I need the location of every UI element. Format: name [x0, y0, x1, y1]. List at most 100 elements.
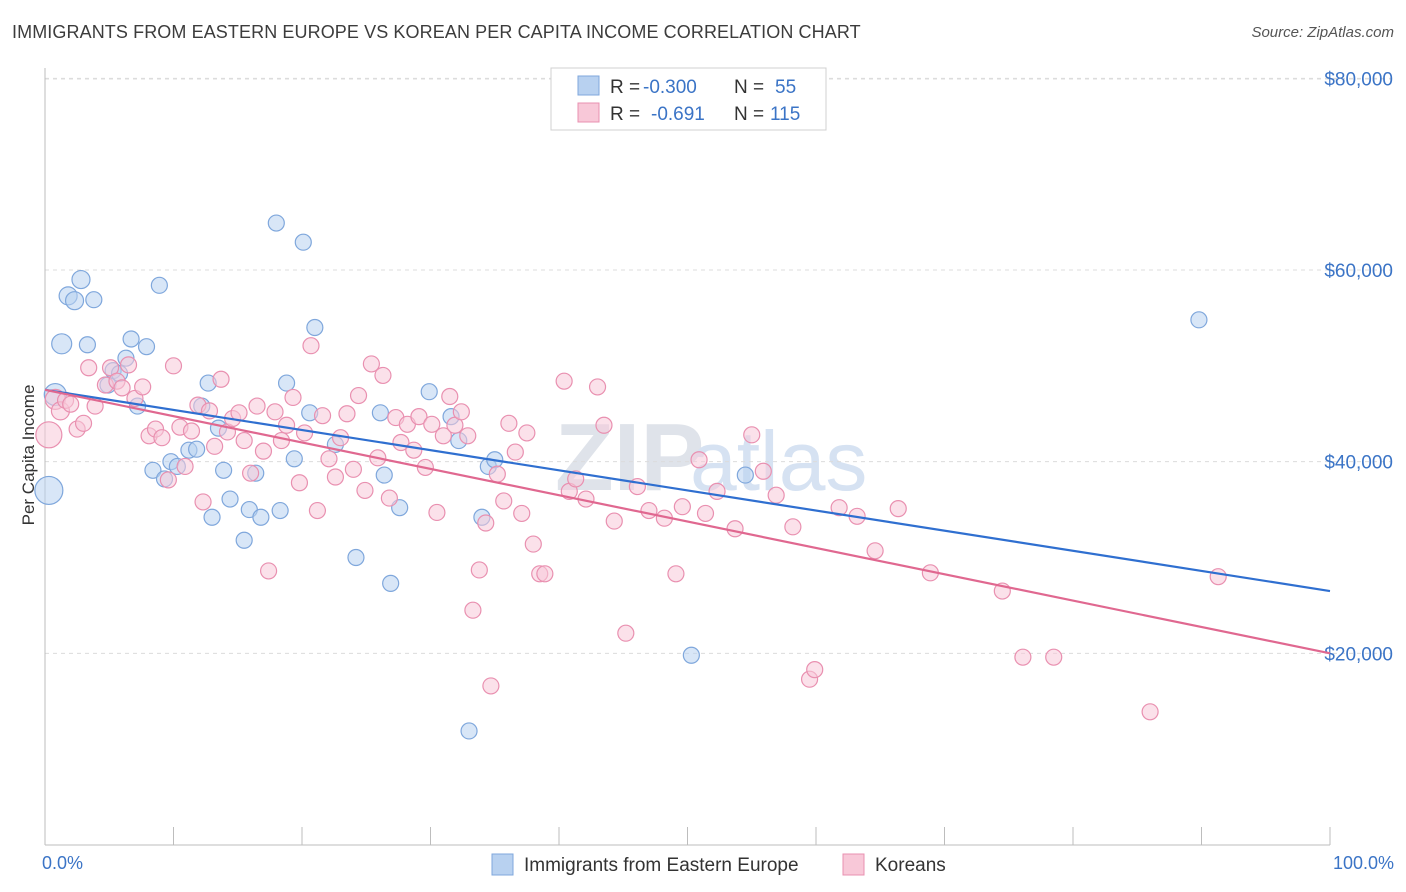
legend-n-value-1: 55 [775, 77, 796, 98]
point-eastern-europe-35 [285, 450, 303, 468]
point-korean-106 [830, 499, 848, 517]
point-korean-83 [555, 372, 573, 390]
bottom-legend-swatch-blue [491, 853, 514, 876]
trend-line-korean [44, 388, 1331, 655]
trend-line-eastern-europe [44, 388, 1331, 593]
point-korean-25 [194, 493, 212, 511]
point-korean-12 [113, 379, 131, 397]
point-korean-65 [434, 427, 452, 445]
point-korean-114 [1141, 703, 1159, 721]
point-eastern-europe-42 [375, 466, 393, 484]
point-eastern-europe-43 [382, 574, 400, 592]
point-eastern-europe-54 [1190, 311, 1208, 329]
bottom-legend-swatch-pink [842, 853, 865, 876]
legend-r-label-1: R = [610, 77, 640, 98]
point-korean-39 [277, 416, 296, 434]
legend-box: R = -0.300 N = 55 R = -0.691 N = 115 [550, 67, 827, 131]
point-korean-80 [524, 535, 542, 553]
point-korean-70 [464, 601, 482, 619]
point-korean-28 [212, 370, 230, 388]
point-korean-35 [254, 442, 273, 460]
point-korean-61 [410, 408, 428, 426]
point-korean-99 [726, 520, 744, 538]
point-korean-43 [302, 337, 320, 355]
legend-r-value-2: -0.691 [651, 104, 705, 125]
point-korean-115 [1209, 568, 1227, 586]
legend-r-label-2: R = [610, 104, 640, 125]
point-korean-69 [459, 427, 477, 445]
point-eastern-europe-38 [306, 318, 324, 337]
point-korean-19 [159, 471, 177, 489]
point-korean-74 [488, 465, 506, 483]
point-eastern-europe-33 [271, 501, 289, 520]
point-eastern-europe-4 [64, 291, 85, 311]
bottom-legend-label-pink: Koreans [875, 855, 946, 876]
bottom-legend-label-blue: Immigrants from Eastern Europe [524, 855, 799, 876]
y-tick-label-1: $40,000 [1324, 453, 1393, 474]
point-korean-88 [595, 416, 613, 434]
point-korean-85 [567, 470, 585, 488]
point-korean-112 [1014, 648, 1032, 666]
legend-n-label-2: N = [734, 104, 764, 125]
legend-n-value-2: 115 [770, 104, 800, 125]
point-eastern-europe-31 [252, 508, 270, 526]
scatter-points [34, 214, 1227, 740]
point-korean-113 [1045, 648, 1063, 666]
y-tick-label-0: $20,000 [1324, 644, 1393, 665]
point-korean-13 [119, 356, 138, 374]
point-korean-60 [405, 441, 423, 459]
point-eastern-europe-27 [221, 490, 239, 508]
point-eastern-europe-45 [420, 383, 438, 401]
point-korean-42 [295, 424, 314, 442]
point-korean-71 [470, 561, 488, 579]
y-axis-label: Per Capita Income [19, 385, 38, 526]
point-korean-94 [667, 565, 685, 583]
point-korean-97 [696, 504, 715, 523]
point-korean-101 [754, 462, 772, 480]
point-korean-40 [284, 388, 302, 407]
point-korean-7 [80, 359, 98, 377]
point-eastern-europe-36 [294, 233, 312, 251]
point-korean-82 [536, 565, 554, 583]
point-korean-44 [308, 501, 327, 520]
point-eastern-europe-6 [78, 336, 97, 354]
watermark-zip: ZIP [555, 404, 704, 511]
point-korean-92 [640, 501, 658, 520]
point-korean-56 [380, 489, 398, 507]
point-eastern-europe-7 [85, 291, 103, 309]
point-eastern-europe-52 [682, 646, 700, 664]
point-korean-34 [248, 397, 266, 415]
point-eastern-europe-5 [71, 269, 91, 290]
point-eastern-europe-41 [371, 404, 389, 422]
point-korean-96 [690, 451, 708, 469]
point-korean-79 [518, 424, 536, 442]
point-eastern-europe-48 [460, 722, 478, 740]
point-korean-33 [242, 464, 260, 482]
point-eastern-europe-24 [203, 508, 221, 526]
point-eastern-europe-53 [736, 466, 754, 484]
point-eastern-europe-40 [347, 548, 365, 567]
point-korean-103 [784, 518, 802, 536]
point-korean-49 [338, 405, 356, 423]
point-korean-87 [588, 378, 607, 396]
point-korean-68 [452, 403, 470, 421]
x-axis-ticks [44, 827, 1331, 845]
point-korean-77 [506, 443, 524, 461]
point-korean-32 [235, 431, 253, 450]
legend-n-label-1: N = [734, 77, 764, 98]
grid-lines [45, 77, 1392, 654]
point-korean-72 [477, 514, 495, 532]
point-korean-6 [74, 414, 93, 432]
point-korean-37 [266, 403, 284, 421]
point-korean-90 [617, 624, 635, 642]
point-eastern-europe-2 [51, 333, 73, 355]
legend-r-value-1: -0.300 [643, 77, 697, 98]
point-korean-52 [356, 481, 374, 500]
y-tick-label-3: $80,000 [1324, 69, 1393, 90]
point-korean-102 [767, 486, 785, 504]
point-korean-78 [513, 504, 531, 523]
point-korean-73 [482, 677, 500, 695]
point-korean-55 [374, 366, 392, 385]
point-korean-95 [673, 498, 691, 516]
point-eastern-europe-28 [235, 531, 253, 549]
